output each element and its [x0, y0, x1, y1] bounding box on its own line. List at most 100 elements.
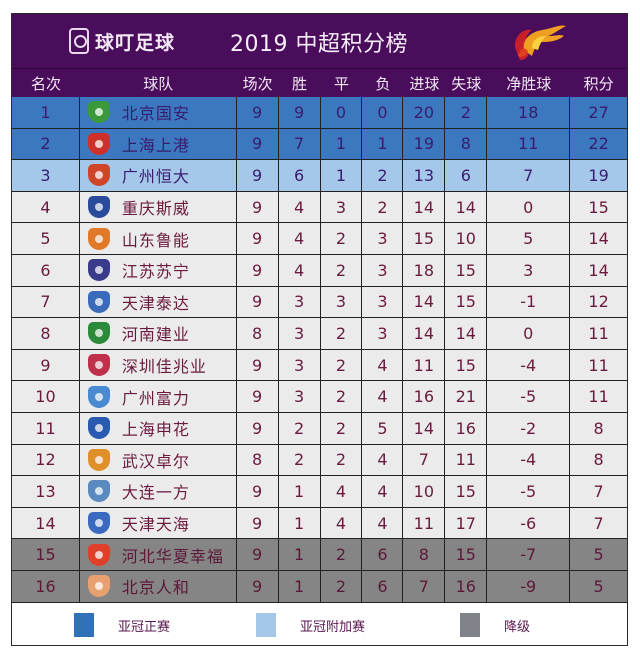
team-name: 广州富力 [121, 388, 190, 408]
team-cell: 北京人和 [79, 570, 237, 602]
points-cell: 11 [570, 318, 628, 349]
team-name: 山东鲁能 [121, 230, 190, 250]
drawn-cell: 0 [320, 97, 363, 128]
col-played[interactable]: 场次 [242, 74, 273, 93]
rank-cell: 11 [12, 412, 80, 444]
table-row[interactable]: 8 河南建业 8 3 2 3 14 14 0 11 [12, 318, 628, 350]
goals-for-cell: 20 [403, 97, 446, 128]
table-row[interactable]: 5 山东鲁能 9 4 2 3 15 10 5 14 [12, 223, 628, 255]
col-goal-diff[interactable]: 净胜球 [506, 74, 552, 93]
points-cell: 7 [570, 507, 628, 539]
goal-diff-cell: -7 [487, 539, 571, 570]
played-cell: 9 [236, 254, 279, 286]
team-crest-icon [87, 101, 110, 124]
table-row[interactable]: 6 江苏苏宁 9 4 2 3 18 15 3 14 [12, 254, 628, 287]
played-cell: 9 [236, 507, 279, 539]
rank-cell: 16 [12, 570, 80, 602]
team-crest-icon [87, 417, 110, 440]
goals-for-cell: 18 [403, 254, 446, 286]
played-cell: 9 [236, 97, 279, 128]
table-row[interactable]: 10 广州富力 9 3 2 4 16 21 -5 11 [12, 381, 628, 413]
played-cell: 9 [236, 223, 279, 254]
col-points[interactable]: 积分 [583, 74, 614, 93]
won-cell: 6 [278, 160, 321, 191]
points-cell: 14 [570, 254, 628, 286]
team-cell: 山东鲁能 [79, 223, 237, 254]
col-drawn[interactable]: 平 [333, 74, 349, 93]
goals-against-cell: 8 [445, 128, 488, 160]
won-cell: 1 [278, 507, 321, 539]
table-row[interactable]: 13 大连一方 9 1 4 4 10 15 -5 7 [12, 476, 628, 508]
legend-label: 亚冠正赛 [118, 619, 171, 635]
won-cell: 3 [278, 286, 321, 318]
brand-name: 球叮足球 [95, 31, 176, 54]
lost-cell: 1 [362, 128, 404, 160]
points-cell: 12 [570, 286, 628, 318]
standings-table: 1 北京国安 9 9 0 0 20 2 18 27 2 上海上港 9 7 1 1 19 8 11 22 3 广州恒大 9 6 1… [12, 97, 628, 603]
goal-diff-cell: -4 [487, 349, 571, 381]
table-row[interactable]: 3 广州恒大 9 6 1 2 13 6 7 19 [12, 160, 628, 192]
lost-cell: 4 [362, 349, 404, 381]
goals-for-cell: 10 [403, 476, 446, 507]
goal-diff-cell: -4 [487, 444, 571, 476]
drawn-cell: 2 [320, 381, 363, 412]
played-cell: 9 [236, 191, 279, 223]
table-row[interactable]: 1 北京国安 9 9 0 0 20 2 18 27 [12, 97, 628, 129]
team-name: 江苏苏宁 [121, 262, 190, 282]
drawn-cell: 1 [320, 128, 363, 160]
table-row[interactable]: 11 上海申花 9 2 2 5 14 16 -2 8 [12, 412, 628, 445]
table-row[interactable]: 2 上海上港 9 7 1 1 19 8 11 22 [12, 128, 628, 161]
table-row[interactable]: 7 天津泰达 9 3 3 3 14 15 -1 12 [12, 286, 628, 319]
team-name: 武汉卓尔 [121, 451, 190, 471]
col-goals-against[interactable]: 失球 [451, 74, 482, 93]
rank-cell: 9 [12, 349, 80, 381]
table-row[interactable]: 14 天津天海 9 1 4 4 11 17 -6 7 [12, 507, 628, 540]
team-cell: 北京国安 [79, 97, 237, 128]
table-row[interactable]: 4 重庆斯威 9 4 3 2 14 14 0 15 [12, 191, 628, 224]
goals-against-cell: 15 [445, 539, 488, 570]
col-rank[interactable]: 名次 [30, 74, 61, 93]
table-row[interactable]: 15 河北华夏幸福 9 1 2 6 8 15 -7 5 [12, 539, 628, 571]
team-name: 重庆斯威 [121, 199, 190, 219]
drawn-cell: 3 [320, 191, 363, 223]
team-cell: 河北华夏幸福 [79, 539, 237, 570]
goals-for-cell: 14 [403, 286, 446, 318]
lost-cell: 2 [362, 191, 404, 223]
col-won[interactable]: 胜 [292, 74, 308, 93]
page-title: 2019 中超积分榜 [230, 32, 408, 57]
lost-cell: 3 [362, 254, 404, 286]
won-cell: 2 [278, 412, 321, 444]
drawn-cell: 2 [320, 349, 363, 381]
points-cell: 19 [570, 160, 628, 191]
team-crest-icon [87, 164, 110, 187]
team-cell: 天津天海 [79, 507, 237, 539]
goal-diff-cell: 7 [487, 160, 571, 191]
col-goals-for[interactable]: 进球 [409, 74, 440, 93]
lost-cell: 4 [362, 507, 404, 539]
table-row[interactable]: 12 武汉卓尔 8 2 2 4 7 11 -4 8 [12, 444, 628, 477]
rank-cell: 1 [12, 97, 80, 128]
goal-diff-cell: -2 [487, 412, 571, 444]
goals-for-cell: 11 [403, 349, 446, 381]
won-cell: 4 [278, 223, 321, 254]
team-crest-icon [87, 322, 110, 345]
team-name: 上海上港 [121, 135, 190, 155]
team-cell: 河南建业 [79, 318, 237, 349]
rank-cell: 5 [12, 223, 80, 254]
table-row[interactable]: 16 北京人和 9 1 2 6 7 16 -9 5 [12, 570, 628, 603]
col-lost[interactable]: 负 [375, 74, 391, 93]
lost-cell: 4 [362, 476, 404, 507]
goals-against-cell: 15 [445, 476, 488, 507]
goal-diff-cell: -9 [487, 570, 571, 602]
brand: 球叮足球 [69, 26, 175, 56]
won-cell: 1 [278, 476, 321, 507]
goals-against-cell: 15 [445, 349, 488, 381]
table-row[interactable]: 9 深圳佳兆业 9 3 2 4 11 15 -4 11 [12, 349, 628, 382]
team-cell: 上海上港 [79, 128, 237, 160]
drawn-cell: 2 [320, 412, 363, 444]
team-name: 北京人和 [121, 578, 190, 598]
goal-diff-cell: -6 [487, 507, 571, 539]
goal-diff-cell: 3 [487, 254, 571, 286]
team-name: 天津天海 [121, 515, 190, 535]
col-team[interactable]: 球队 [143, 74, 174, 93]
